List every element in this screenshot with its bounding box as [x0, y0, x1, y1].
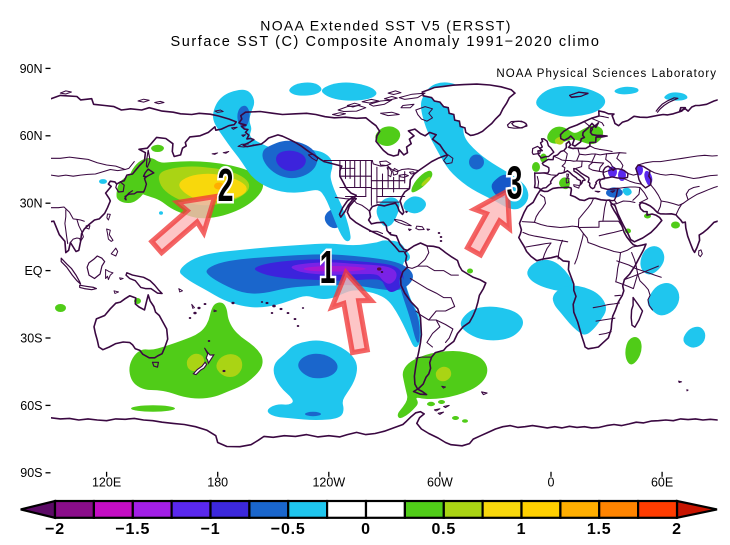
svg-text:NOAA Extended SST V5 (ERSST): NOAA Extended SST V5 (ERSST): [260, 18, 512, 34]
svg-text:EQ: EQ: [24, 264, 42, 278]
svg-text:Surface SST (C) Composite Anom: Surface SST (C) Composite Anomaly 1991−2…: [171, 34, 601, 50]
svg-text:NOAA Physical Sciences Laborat: NOAA Physical Sciences Laboratory: [496, 68, 717, 80]
svg-text:60W: 60W: [427, 476, 453, 490]
svg-text:0.5: 0.5: [431, 521, 456, 538]
svg-text:120W: 120W: [312, 476, 345, 490]
svg-text:60N: 60N: [20, 129, 43, 143]
svg-text:1.5: 1.5: [587, 521, 612, 538]
svg-text:1: 1: [517, 521, 527, 538]
svg-text:90N: 90N: [20, 62, 43, 76]
svg-text:0: 0: [548, 476, 555, 490]
svg-text:30N: 30N: [20, 197, 43, 211]
svg-text:120E: 120E: [92, 476, 121, 490]
svg-text:180: 180: [207, 476, 228, 490]
svg-text:0: 0: [361, 521, 371, 538]
svg-text:−0.5: −0.5: [271, 521, 306, 538]
svg-text:90S: 90S: [20, 466, 42, 480]
svg-text:3: 3: [507, 158, 523, 210]
svg-text:2: 2: [218, 160, 234, 212]
svg-text:60E: 60E: [651, 476, 673, 490]
svg-text:−2: −2: [45, 521, 65, 538]
svg-text:2: 2: [672, 521, 682, 538]
svg-text:−1.5: −1.5: [115, 521, 150, 538]
svg-text:−1: −1: [201, 521, 221, 538]
svg-text:60S: 60S: [20, 399, 42, 413]
svg-text:30S: 30S: [20, 331, 42, 345]
svg-text:1: 1: [320, 242, 336, 294]
